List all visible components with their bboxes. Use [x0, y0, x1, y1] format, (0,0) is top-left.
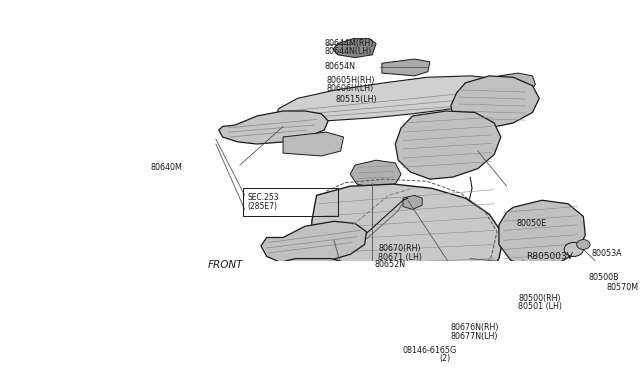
Text: 80606H(LH): 80606H(LH) — [326, 84, 374, 93]
Text: 80644N(LH): 80644N(LH) — [324, 47, 372, 56]
Text: 80500(RH): 80500(RH) — [518, 294, 561, 303]
Text: 80644M(RH): 80644M(RH) — [324, 39, 374, 48]
Polygon shape — [532, 270, 553, 284]
Text: 80500B: 80500B — [588, 273, 619, 282]
Polygon shape — [261, 221, 367, 266]
Polygon shape — [276, 76, 513, 125]
Text: 80677N(LH): 80677N(LH) — [451, 331, 499, 341]
Text: (2): (2) — [440, 354, 451, 363]
Polygon shape — [333, 39, 376, 58]
Text: 80570M: 80570M — [606, 283, 639, 292]
Text: 80671 (LH): 80671 (LH) — [378, 253, 422, 262]
Text: 80654N: 80654N — [324, 62, 355, 71]
Text: R805003V: R805003V — [526, 251, 573, 260]
Polygon shape — [312, 184, 504, 301]
Text: 80053A: 80053A — [591, 249, 621, 259]
Polygon shape — [283, 132, 344, 156]
Polygon shape — [494, 73, 536, 96]
Polygon shape — [350, 160, 401, 188]
Text: 80676N(RH): 80676N(RH) — [451, 323, 499, 332]
Polygon shape — [382, 59, 430, 76]
Text: 80501 (LH): 80501 (LH) — [518, 302, 562, 311]
Text: 80050E: 80050E — [516, 219, 547, 228]
Polygon shape — [499, 200, 586, 268]
Polygon shape — [451, 76, 540, 128]
Polygon shape — [250, 259, 365, 299]
Text: FRONT: FRONT — [207, 260, 243, 270]
Circle shape — [564, 243, 584, 256]
Text: 80670(RH): 80670(RH) — [378, 244, 420, 253]
Polygon shape — [403, 195, 422, 209]
Text: (285E7): (285E7) — [248, 202, 278, 211]
Circle shape — [381, 286, 396, 297]
Polygon shape — [396, 111, 501, 179]
Polygon shape — [219, 111, 328, 144]
Circle shape — [577, 240, 590, 249]
Text: 08146-6165G: 08146-6165G — [403, 346, 457, 355]
Polygon shape — [593, 271, 618, 287]
Text: 80605H(RH): 80605H(RH) — [326, 76, 375, 85]
Text: 80515(LH): 80515(LH) — [336, 95, 378, 104]
Text: 80640M: 80640M — [150, 163, 182, 172]
Text: SEC.253: SEC.253 — [248, 193, 279, 202]
Text: 80652N: 80652N — [374, 260, 405, 269]
